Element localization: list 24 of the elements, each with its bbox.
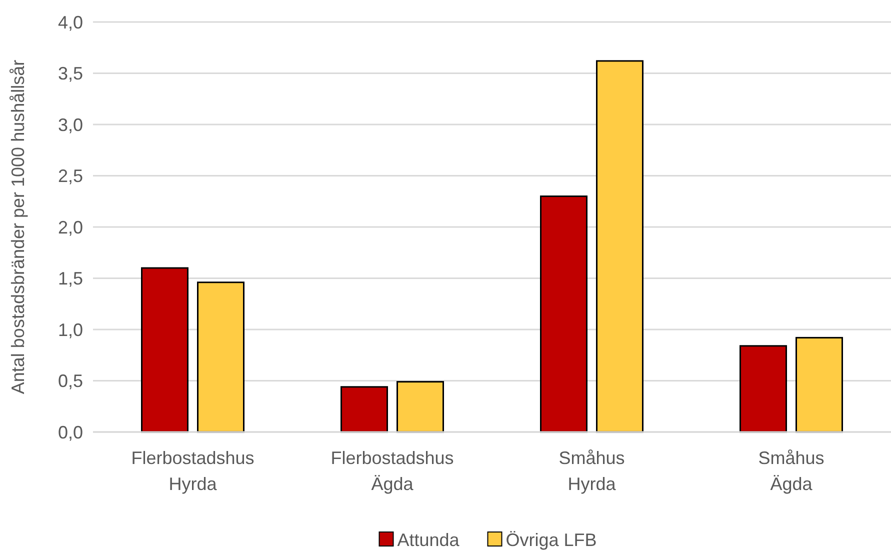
x-tick-label: Småhus Ägda: [758, 448, 824, 494]
legend-label: Attunda: [397, 530, 460, 550]
bar: [596, 60, 644, 433]
bar: [796, 336, 843, 433]
y-tick-label: 2,5: [58, 166, 83, 186]
y-tick-label: 0,5: [58, 371, 83, 392]
legend-label: Övriga LFB: [506, 530, 597, 550]
x-tick-label: Flerbostadshus Hyrda: [131, 448, 254, 494]
y-axis-title: Antal bostadsbränder per 1000 hushållsår: [8, 60, 28, 394]
bar: [740, 345, 787, 433]
y-tick-label: 2,0: [58, 217, 83, 238]
y-tick-label: 3,0: [58, 114, 83, 135]
x-tick-label: Småhus Hyrda: [558, 448, 625, 494]
bar: [340, 386, 388, 433]
bar: [197, 282, 244, 433]
y-tick-label: 0,0: [58, 422, 83, 442]
bar: [141, 267, 188, 433]
x-tick-label: Flerbostadshus Ägda: [330, 448, 454, 494]
bar: [396, 381, 444, 433]
y-tick-label: 3,5: [58, 64, 83, 84]
y-tick-label: 1,0: [58, 320, 83, 340]
bar: [540, 196, 588, 433]
y-tick-label: 4,0: [58, 12, 83, 32]
y-tick-label: 1,5: [58, 268, 83, 289]
